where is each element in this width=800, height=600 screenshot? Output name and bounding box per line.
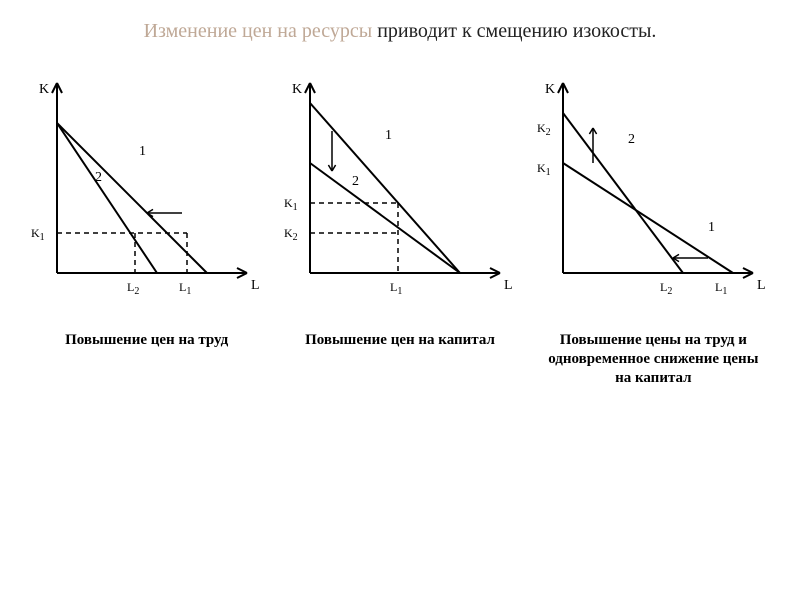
x-axis-label: L [251, 278, 260, 293]
k-mark: K1 [31, 226, 45, 243]
k-mark: K2 [537, 121, 551, 138]
l-mark: L1 [179, 280, 191, 297]
chart-both: KL12K2K1L2L1 [533, 73, 773, 313]
panel-both: KL12K2K1L2L1Повышение цены на труд и одн… [533, 73, 773, 387]
k-mark: K1 [284, 196, 298, 213]
line-label-2: 2 [628, 132, 635, 147]
panels-row: KL12K1L2L1Повышение цен на трудKL12K1K2L… [0, 73, 800, 387]
panel-caption: Повышение цен на труд [27, 331, 267, 350]
k-mark: K1 [537, 161, 551, 178]
isocost-line-2 [310, 163, 460, 273]
chart-labor: KL12K1L2L1 [27, 73, 267, 313]
isocost-line-1 [563, 163, 733, 273]
line-label-1: 1 [139, 144, 146, 159]
panel-labor: KL12K1L2L1Повышение цен на труд [27, 73, 267, 387]
l-mark: L2 [127, 280, 139, 297]
l-mark: L1 [390, 280, 402, 297]
page-title: Изменение цен на ресурсы приводит к смещ… [0, 0, 800, 43]
title-rest: приводит к смещению изокосты. [372, 20, 656, 42]
isocost-line-2 [563, 113, 683, 273]
line-label-1: 1 [708, 220, 715, 235]
panel-capital: KL12K1K2L1Повышение цен на капитал [280, 73, 520, 387]
isocost-line-1 [57, 123, 207, 273]
line-label-2: 2 [352, 174, 359, 189]
chart-capital: KL12K1K2L1 [280, 73, 520, 313]
l-mark: L1 [715, 280, 727, 297]
line-label-1: 1 [385, 128, 392, 143]
panel-caption: Повышение цены на труд и одновременное с… [533, 331, 773, 387]
title-accent: Изменение цен на ресурсы [144, 20, 373, 42]
y-axis-label: K [292, 82, 302, 97]
x-axis-label: L [757, 278, 766, 293]
l-mark: L2 [660, 280, 672, 297]
y-axis-label: K [545, 82, 555, 97]
panel-caption: Повышение цен на капитал [280, 331, 520, 350]
k-mark: K2 [284, 226, 298, 243]
x-axis-label: L [504, 278, 513, 293]
y-axis-label: K [39, 82, 49, 97]
line-label-2: 2 [95, 170, 102, 185]
